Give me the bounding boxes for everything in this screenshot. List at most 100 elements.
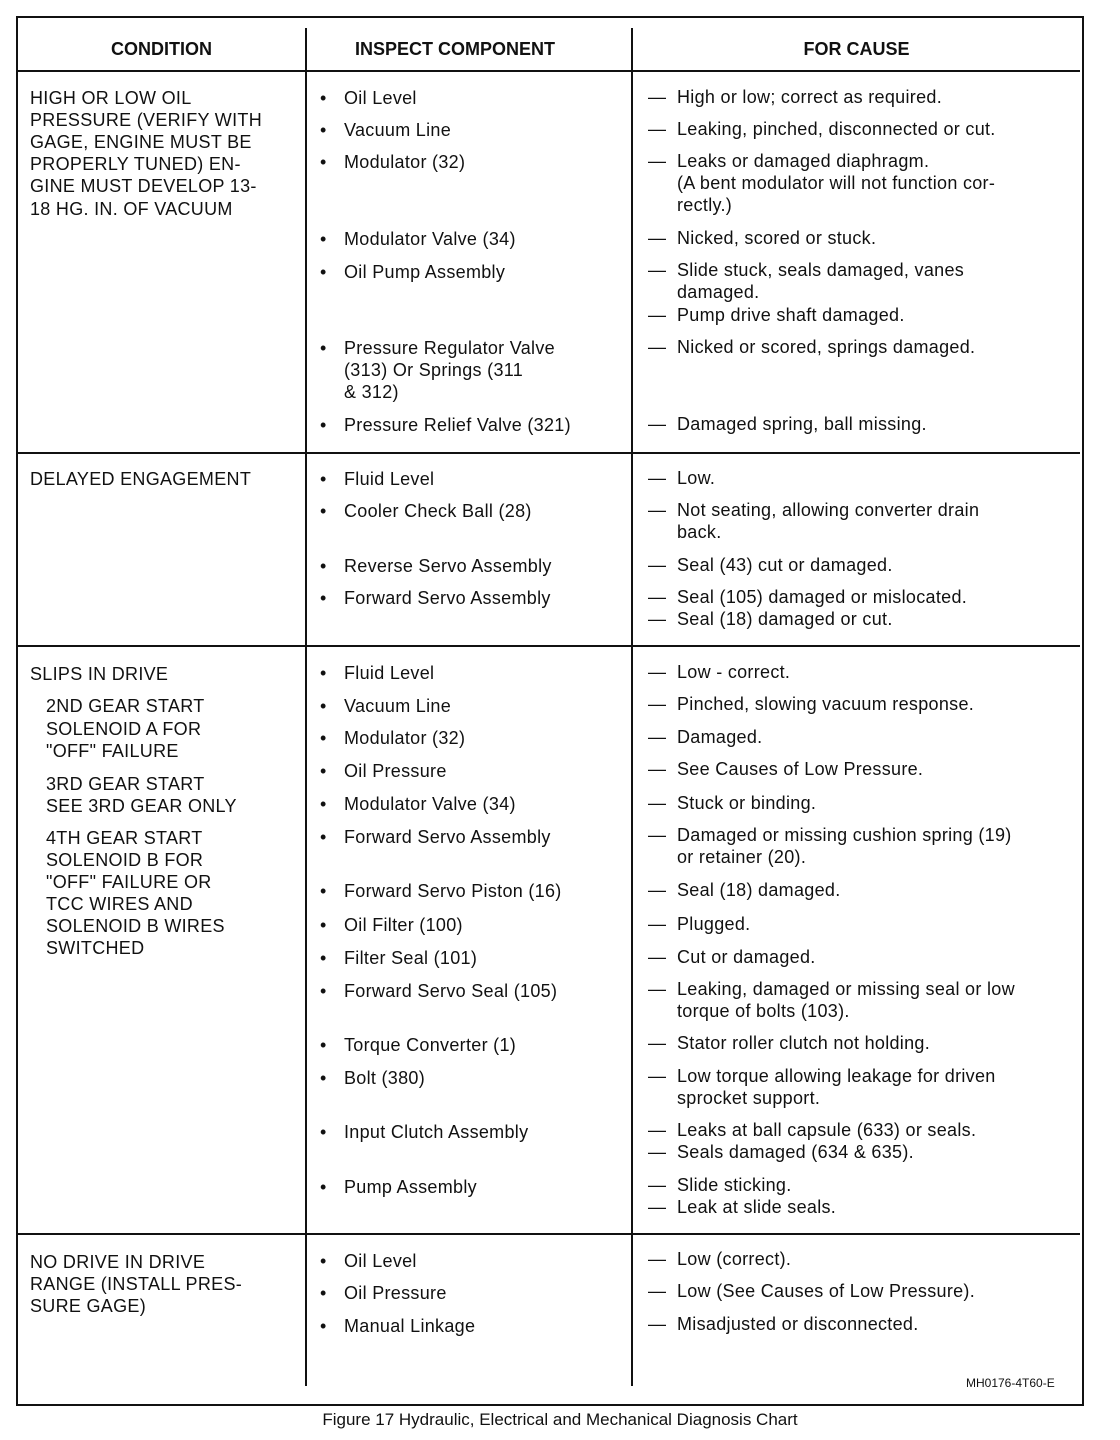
cause-line: Slide stuck, seals damaged, vanes	[677, 260, 965, 280]
cause-line: Nicked, scored or stuck.	[677, 228, 877, 248]
bullet-icon: •	[320, 501, 327, 521]
cause-line: Leaking, pinched, disconnected or cut.	[677, 119, 996, 139]
bullet-icon: •	[320, 338, 327, 358]
bullet-icon: •	[320, 1316, 327, 1336]
dash-icon: —	[648, 151, 667, 171]
dash-icon: —	[648, 825, 667, 845]
dash-icon: —	[648, 793, 667, 813]
cause-line: Pinched, slowing vacuum response.	[677, 694, 975, 714]
condition-line: "OFF" FAILURE	[46, 741, 179, 761]
cause-line: See Causes of Low Pressure.	[677, 759, 924, 779]
cause-line: Seal (18) damaged or cut.	[677, 609, 893, 629]
cause-line: Leak at slide seals.	[677, 1197, 837, 1217]
dash-icon: —	[648, 260, 667, 280]
condition-line: HIGH OR LOW OIL	[30, 88, 192, 108]
dash-icon: —	[648, 1033, 667, 1053]
cause-line: Nicked or scored, springs damaged.	[677, 337, 976, 357]
condition-line: 4TH GEAR START	[46, 828, 203, 848]
cause-line: Seals damaged (634 & 635).	[677, 1142, 914, 1162]
bullet-icon: •	[320, 728, 327, 748]
cause-line: rectly.)	[677, 195, 733, 215]
dash-icon: —	[648, 1175, 667, 1195]
bullet-icon: •	[320, 556, 327, 576]
row-divider	[18, 452, 1080, 454]
dash-icon: —	[648, 587, 667, 607]
condition-line: SOLENOID B FOR	[46, 850, 204, 870]
component-line: Filter Seal (101)	[344, 948, 478, 968]
cause-line: Seal (18) damaged.	[677, 880, 841, 900]
component-line: Forward Servo Assembly	[344, 588, 551, 608]
bullet-icon: •	[320, 415, 327, 435]
cause-line: Damaged.	[677, 727, 763, 747]
cause-line: Plugged.	[677, 914, 751, 934]
bullet-icon: •	[320, 262, 327, 282]
bullet-icon: •	[320, 1177, 327, 1197]
condition-line: SOLENOID B WIRES	[46, 916, 225, 936]
bullet-icon: •	[320, 1283, 327, 1303]
bullet-icon: •	[320, 794, 327, 814]
bullet-icon: •	[320, 881, 327, 901]
component-line: Modulator (32)	[344, 728, 466, 748]
component-line: Pump Assembly	[344, 1177, 477, 1197]
cause-line: sprocket support.	[677, 1088, 821, 1108]
component-line: (313) Or Springs (311	[344, 360, 524, 380]
bullet-icon: •	[320, 827, 327, 847]
component-line: Modulator Valve (34)	[344, 229, 516, 249]
bullet-icon: •	[320, 663, 327, 683]
cause-line: Leaks or damaged diaphragm.	[677, 151, 930, 171]
cause-line: Stuck or binding.	[677, 793, 817, 813]
condition-line: 3RD GEAR START	[46, 774, 205, 794]
cause-line: High or low; correct as required.	[677, 87, 943, 107]
condition-line: SEE 3RD GEAR ONLY	[46, 796, 237, 816]
dash-icon: —	[648, 468, 667, 488]
bullet-icon: •	[320, 981, 327, 1001]
cause-line: Misadjusted or disconnected.	[677, 1314, 919, 1334]
condition-line: GINE MUST DEVELOP 13-	[30, 176, 257, 196]
bullet-icon: •	[320, 229, 327, 249]
cause-line: damaged.	[677, 282, 760, 302]
component-line: Oil Pressure	[344, 761, 447, 781]
condition-line: NO DRIVE IN DRIVE	[30, 1252, 206, 1272]
dash-icon: —	[648, 1142, 667, 1162]
dash-icon: —	[648, 1281, 667, 1301]
condition-line: DELAYED ENGAGEMENT	[30, 469, 252, 489]
cause-line: Stator roller clutch not holding.	[677, 1033, 931, 1053]
cause-line: Low (correct).	[677, 1249, 792, 1269]
component-line: Reverse Servo Assembly	[344, 556, 552, 576]
dash-icon: —	[648, 880, 667, 900]
component-line: Forward Servo Assembly	[344, 827, 551, 847]
column-divider	[305, 28, 307, 1386]
figure-code: MH0176-4T60-E	[966, 1376, 1055, 1390]
dash-icon: —	[648, 87, 667, 107]
dash-icon: —	[648, 1066, 667, 1086]
bullet-icon: •	[320, 696, 327, 716]
bullet-icon: •	[320, 88, 327, 108]
cause-line: Pump drive shaft damaged.	[677, 305, 905, 325]
cause-line: Cut or damaged.	[677, 947, 816, 967]
cause-line: Damaged spring, ball missing.	[677, 414, 927, 434]
bullet-icon: •	[320, 120, 327, 140]
bullet-icon: •	[320, 1068, 327, 1088]
component-line: Vacuum Line	[344, 120, 452, 140]
bullet-icon: •	[320, 915, 327, 935]
dash-icon: —	[648, 947, 667, 967]
dash-icon: —	[648, 1120, 667, 1140]
header-divider	[18, 70, 1080, 72]
header-cause: FOR CAUSE	[803, 39, 910, 59]
dash-icon: —	[648, 555, 667, 575]
dash-icon: —	[648, 228, 667, 248]
bullet-icon: •	[320, 1035, 327, 1055]
condition-line: SOLENOID A FOR	[46, 719, 202, 739]
condition-line: 2ND GEAR START	[46, 696, 205, 716]
dash-icon: —	[648, 1249, 667, 1269]
cause-line: Low (See Causes of Low Pressure).	[677, 1281, 976, 1301]
table-frame	[16, 16, 1084, 1406]
component-line: Input Clutch Assembly	[344, 1122, 529, 1142]
condition-line: RANGE (INSTALL PRES-	[30, 1274, 243, 1294]
component-line: Bolt (380)	[344, 1068, 426, 1088]
column-divider	[631, 28, 633, 1386]
dash-icon: —	[648, 662, 667, 682]
row-divider	[18, 645, 1080, 647]
component-line: Cooler Check Ball (28)	[344, 501, 532, 521]
dash-icon: —	[648, 305, 667, 325]
